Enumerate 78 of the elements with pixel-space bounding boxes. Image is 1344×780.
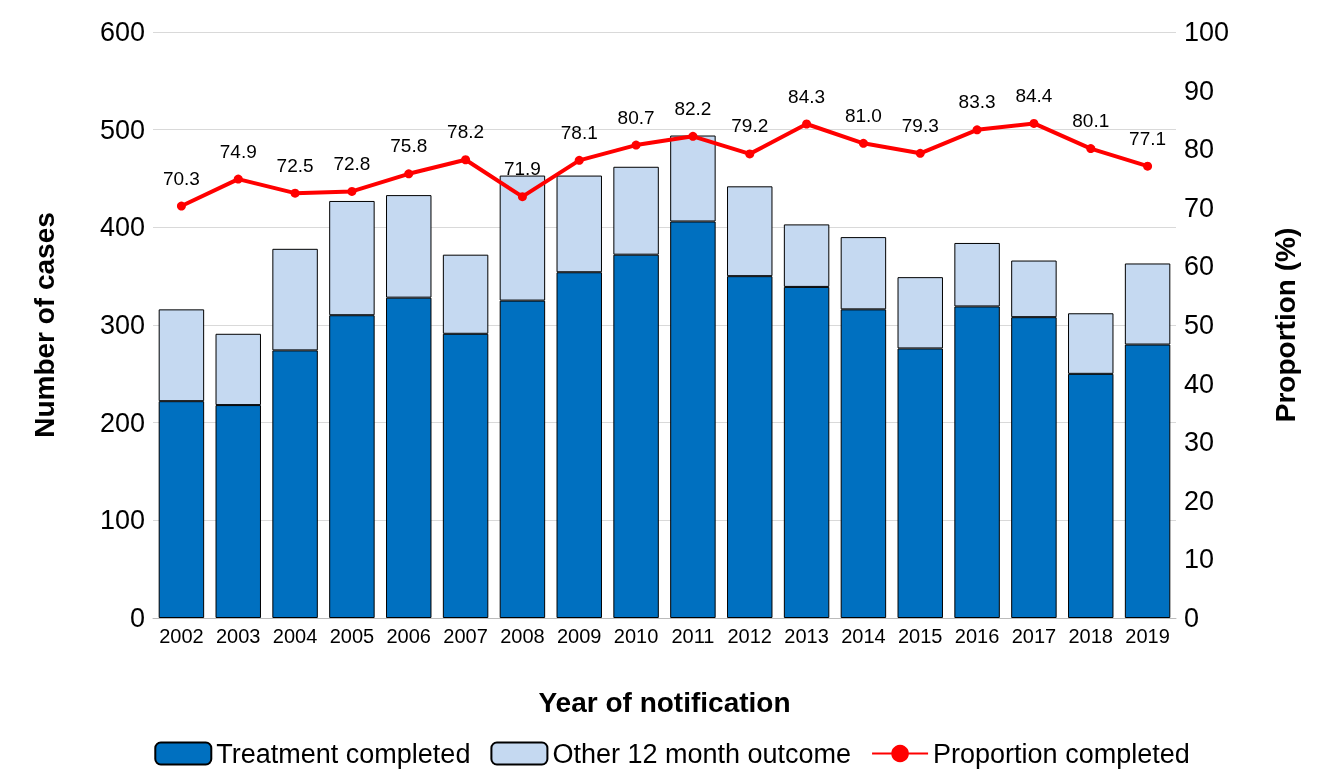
y2-axis-title: Proportion (%) bbox=[1269, 227, 1301, 423]
legend-label: Other 12 month outcome bbox=[552, 738, 852, 769]
y2-tick-label: 50 bbox=[1184, 310, 1215, 340]
point bbox=[915, 148, 925, 158]
x-tick-label: 2002 bbox=[159, 625, 204, 647]
y-tick-label: 200 bbox=[99, 407, 145, 438]
point bbox=[631, 140, 641, 150]
data-label: 81.0 bbox=[844, 104, 882, 126]
data-label: 72.8 bbox=[333, 152, 371, 174]
x-tick-label: 2010 bbox=[613, 625, 659, 647]
y2-tick-label: 80 bbox=[1184, 134, 1215, 165]
x-tick-label: 2006 bbox=[386, 625, 431, 647]
x-tick-label: 2007 bbox=[443, 625, 488, 647]
y2-tick-label: 40 bbox=[1184, 368, 1215, 399]
data-label: 80.7 bbox=[617, 106, 655, 128]
x-tick-label: 2015 bbox=[898, 625, 943, 647]
x-tick-label: 2008 bbox=[500, 625, 545, 647]
x-tick-label: 2014 bbox=[841, 625, 886, 647]
point bbox=[176, 201, 186, 211]
point bbox=[517, 192, 527, 202]
y-tick-label: 300 bbox=[99, 310, 145, 340]
legend-label: Treatment completed bbox=[216, 738, 471, 769]
point bbox=[688, 131, 698, 141]
point bbox=[745, 149, 755, 159]
x-tick-label: 2019 bbox=[1125, 625, 1170, 647]
data-label: 79.2 bbox=[731, 115, 769, 137]
y2-tick-label: 10 bbox=[1184, 544, 1215, 575]
y2-tick-label: 30 bbox=[1184, 427, 1215, 458]
y2-tick-label: 100 bbox=[1184, 17, 1230, 47]
y2-tick-label: 60 bbox=[1184, 251, 1215, 282]
point bbox=[290, 188, 300, 198]
y2-tick-label: 20 bbox=[1184, 485, 1215, 516]
point bbox=[233, 174, 243, 184]
x-tick-label: 2003 bbox=[216, 625, 261, 647]
y2-tick-label: 0 bbox=[1184, 603, 1200, 633]
data-label: 72.5 bbox=[276, 154, 314, 176]
x-tick-label: 2009 bbox=[557, 625, 602, 647]
x-tick-label: 2004 bbox=[272, 625, 318, 647]
y2-tick-label: 70 bbox=[1184, 192, 1215, 223]
x-tick-label: 2012 bbox=[727, 625, 772, 647]
data-label: 78.2 bbox=[447, 121, 485, 143]
legend-label: Proportion completed bbox=[933, 738, 1190, 769]
data-label: 82.2 bbox=[674, 97, 712, 119]
x-tick-label: 2011 bbox=[671, 625, 715, 647]
y-tick-label: 0 bbox=[129, 603, 145, 633]
point bbox=[802, 119, 812, 129]
point bbox=[972, 125, 982, 135]
data-label: 78.1 bbox=[560, 121, 598, 143]
x-tick-label: 2017 bbox=[1011, 625, 1057, 647]
point bbox=[1143, 161, 1153, 171]
data-label: 74.9 bbox=[219, 140, 257, 162]
data-label: 84.3 bbox=[788, 85, 826, 107]
y-tick-label: 100 bbox=[99, 505, 145, 536]
point bbox=[1029, 118, 1039, 128]
y2-tick-label: 90 bbox=[1184, 75, 1215, 106]
data-label: 75.8 bbox=[390, 135, 428, 157]
y-tick-label: 500 bbox=[99, 114, 145, 145]
data-label: 84.4 bbox=[1015, 84, 1053, 106]
x-tick-label: 2005 bbox=[329, 625, 375, 647]
x-tick-label: 2018 bbox=[1068, 625, 1113, 647]
data-label: 70.3 bbox=[162, 167, 200, 189]
x-tick-label: 2013 bbox=[784, 625, 829, 647]
data-label: 80.1 bbox=[1072, 110, 1110, 132]
y-tick-label: 600 bbox=[99, 17, 145, 47]
x-axis-title: Year of notification bbox=[538, 686, 791, 718]
point bbox=[1086, 144, 1096, 154]
data-label: 71.9 bbox=[503, 158, 541, 180]
data-label: 83.3 bbox=[958, 91, 996, 113]
x-tick-label: 2016 bbox=[954, 625, 1000, 647]
data-label: 77.1 bbox=[1129, 127, 1167, 149]
point bbox=[574, 155, 584, 165]
data-label: 79.3 bbox=[901, 114, 939, 136]
point bbox=[858, 138, 868, 148]
y-axis-title: Number of cases bbox=[28, 212, 60, 438]
y-tick-label: 400 bbox=[99, 212, 145, 243]
point bbox=[347, 186, 357, 196]
point bbox=[461, 155, 471, 165]
point bbox=[404, 169, 414, 179]
